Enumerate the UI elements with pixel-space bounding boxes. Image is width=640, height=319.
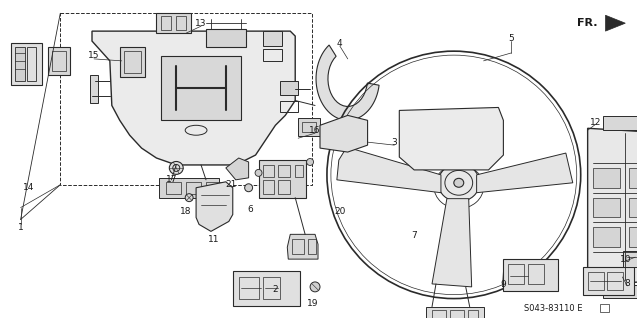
Bar xyxy=(206,182,221,194)
Text: 18: 18 xyxy=(180,207,192,216)
Bar xyxy=(280,100,298,112)
Bar xyxy=(508,264,524,284)
Bar xyxy=(278,165,291,177)
Bar xyxy=(52,51,66,71)
Bar xyxy=(607,272,623,290)
Text: 15: 15 xyxy=(88,51,100,60)
Bar xyxy=(278,180,291,194)
Polygon shape xyxy=(477,153,573,193)
Polygon shape xyxy=(226,158,248,180)
Polygon shape xyxy=(320,115,367,152)
Text: 19: 19 xyxy=(307,299,319,308)
Bar xyxy=(629,168,640,188)
Text: 9: 9 xyxy=(500,280,506,289)
Ellipse shape xyxy=(185,194,193,202)
Text: 11: 11 xyxy=(208,235,220,244)
Polygon shape xyxy=(92,31,295,165)
Bar xyxy=(302,122,316,132)
Bar xyxy=(262,165,275,177)
Bar xyxy=(262,180,275,194)
Bar xyxy=(600,304,609,312)
Bar xyxy=(259,160,306,198)
Text: 10: 10 xyxy=(620,255,631,263)
Bar xyxy=(426,307,484,319)
Bar xyxy=(161,16,172,30)
Bar xyxy=(602,116,640,130)
Bar xyxy=(593,227,620,247)
Ellipse shape xyxy=(307,159,314,166)
Bar xyxy=(27,47,36,81)
Text: 21: 21 xyxy=(225,180,236,189)
Text: 14: 14 xyxy=(23,183,35,192)
Bar xyxy=(450,310,464,319)
Bar xyxy=(623,251,640,267)
Bar xyxy=(15,47,24,81)
Text: 2: 2 xyxy=(273,286,278,294)
Ellipse shape xyxy=(438,164,479,202)
Bar xyxy=(206,29,246,47)
Bar xyxy=(629,227,640,247)
Bar xyxy=(233,271,300,306)
Bar xyxy=(629,198,640,218)
Ellipse shape xyxy=(454,178,464,187)
Bar xyxy=(262,31,282,46)
Bar xyxy=(582,267,634,295)
Bar xyxy=(308,239,316,254)
Ellipse shape xyxy=(310,282,320,292)
Text: 12: 12 xyxy=(590,118,601,127)
Polygon shape xyxy=(316,45,379,120)
Text: 3: 3 xyxy=(392,138,397,147)
Bar xyxy=(120,47,145,77)
Text: 6: 6 xyxy=(248,205,253,214)
Polygon shape xyxy=(588,128,640,285)
Bar xyxy=(504,259,558,291)
Polygon shape xyxy=(399,108,504,170)
Bar xyxy=(432,310,446,319)
Polygon shape xyxy=(287,234,318,259)
Bar xyxy=(602,285,640,298)
Bar xyxy=(588,272,604,290)
Bar xyxy=(90,75,98,102)
Polygon shape xyxy=(196,182,233,231)
Text: 4: 4 xyxy=(337,39,342,48)
Bar xyxy=(186,182,201,194)
Text: 20: 20 xyxy=(334,207,346,216)
Polygon shape xyxy=(337,147,441,193)
Ellipse shape xyxy=(244,184,253,192)
Bar xyxy=(593,168,620,188)
Text: S043-83110 E: S043-83110 E xyxy=(524,304,582,313)
Bar xyxy=(593,198,620,218)
Bar xyxy=(292,239,304,254)
Bar xyxy=(11,43,42,85)
Bar xyxy=(159,178,219,198)
Polygon shape xyxy=(605,15,625,31)
Bar xyxy=(262,49,282,61)
Bar xyxy=(468,310,477,319)
Bar xyxy=(298,118,320,136)
Bar xyxy=(166,182,181,194)
Bar xyxy=(176,16,186,30)
Bar xyxy=(156,13,191,33)
Bar xyxy=(280,81,298,94)
Text: FR.: FR. xyxy=(577,18,598,28)
Text: 16: 16 xyxy=(309,126,321,135)
Text: 7: 7 xyxy=(412,231,417,240)
Bar xyxy=(49,47,70,75)
Bar xyxy=(161,56,241,120)
Text: 17: 17 xyxy=(166,175,177,184)
Bar xyxy=(124,51,141,73)
Ellipse shape xyxy=(170,161,183,174)
Text: 13: 13 xyxy=(195,19,207,28)
Bar xyxy=(239,277,259,299)
Text: 5: 5 xyxy=(508,33,514,42)
Bar xyxy=(262,277,280,299)
Polygon shape xyxy=(432,199,472,287)
Ellipse shape xyxy=(255,169,262,176)
Bar xyxy=(295,165,303,177)
Text: 8: 8 xyxy=(625,279,630,288)
Text: 1: 1 xyxy=(18,223,24,232)
Bar xyxy=(528,264,544,284)
